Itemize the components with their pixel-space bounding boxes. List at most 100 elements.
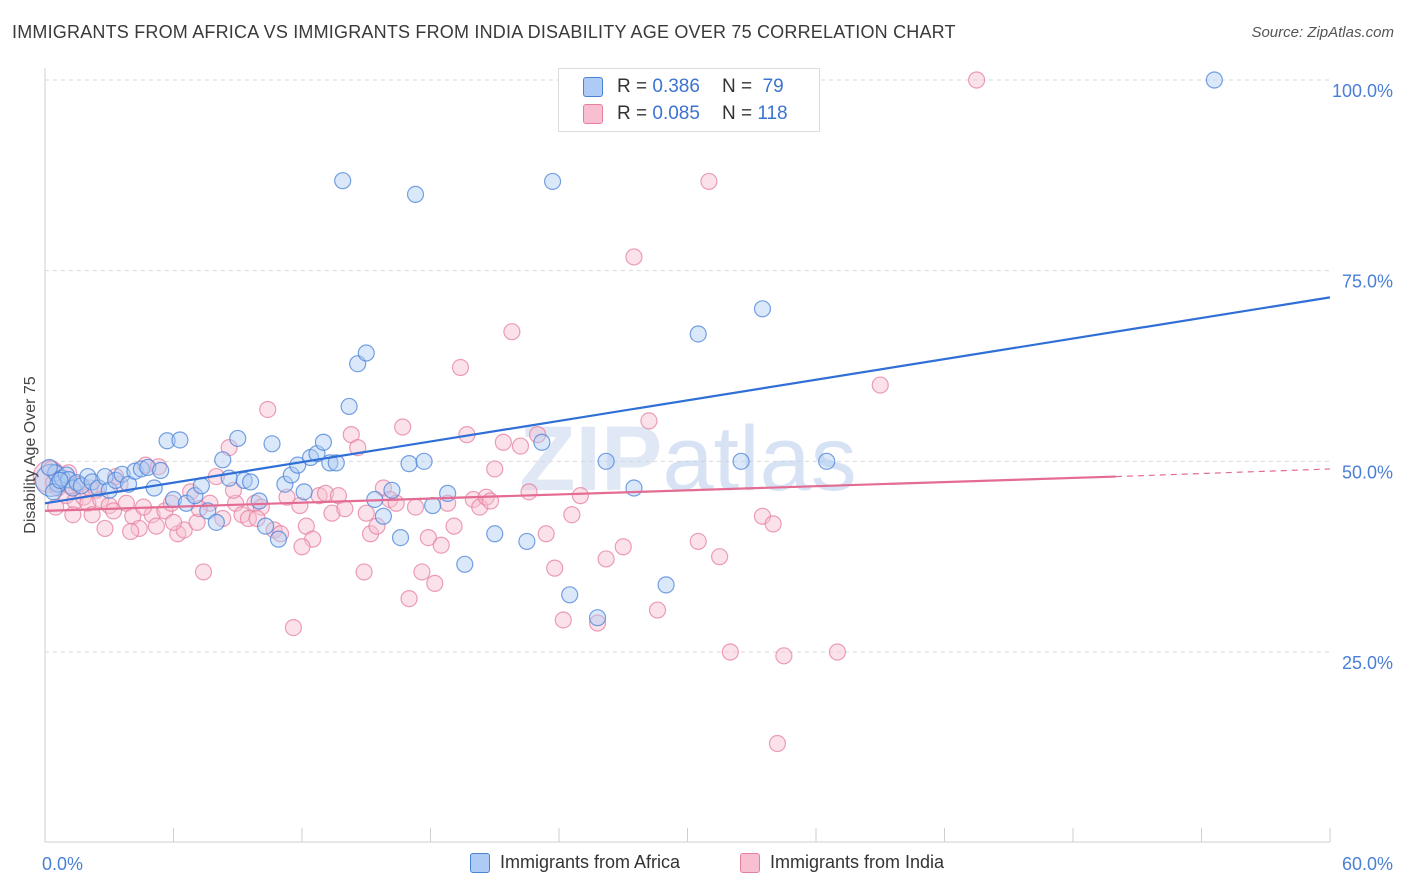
india-point[interactable] (278, 488, 296, 506)
africa-point[interactable] (72, 477, 91, 495)
india-point[interactable] (451, 358, 470, 377)
africa-point[interactable] (689, 325, 707, 343)
india-point[interactable] (689, 532, 707, 551)
legend-item-africa[interactable]: Immigrants from Africa (470, 852, 680, 873)
africa-point[interactable] (83, 473, 101, 491)
africa-point[interactable] (383, 481, 401, 499)
africa-point[interactable] (282, 466, 300, 484)
india-point[interactable] (284, 618, 303, 637)
africa-point[interactable] (561, 586, 579, 604)
india-point[interactable] (394, 418, 412, 436)
africa-point[interactable] (818, 452, 836, 470)
africa-point[interactable] (256, 517, 275, 535)
africa-point[interactable] (597, 452, 615, 470)
india-point[interactable] (711, 548, 729, 566)
africa-point[interactable] (657, 576, 675, 594)
africa-point[interactable] (214, 451, 232, 469)
africa-point[interactable] (1205, 71, 1223, 89)
africa-point[interactable] (314, 433, 333, 451)
africa-point[interactable] (543, 172, 562, 191)
africa-point[interactable] (152, 461, 170, 480)
india-point[interactable] (293, 538, 311, 556)
africa-point[interactable] (40, 458, 58, 477)
india-point[interactable] (355, 563, 373, 581)
africa-point[interactable] (391, 528, 410, 547)
india-point[interactable] (648, 601, 667, 619)
india-point[interactable] (563, 506, 581, 524)
india-point[interactable] (775, 647, 793, 665)
india-point[interactable] (494, 433, 512, 451)
india-point[interactable] (486, 460, 504, 478)
india-point[interactable] (546, 559, 564, 577)
india-point[interactable] (614, 538, 632, 556)
india-point[interactable] (764, 515, 782, 533)
africa-point[interactable] (400, 455, 418, 473)
india-point[interactable] (554, 611, 572, 629)
india-point[interactable] (413, 563, 431, 581)
africa-point[interactable] (753, 300, 772, 318)
africa-point[interactable] (132, 460, 150, 478)
india-point[interactable] (700, 172, 718, 191)
india-point[interactable] (122, 522, 140, 541)
africa-point[interactable] (374, 507, 392, 525)
india-point[interactable] (571, 487, 590, 505)
india-point[interactable] (104, 502, 123, 520)
africa-point[interactable] (486, 525, 504, 543)
africa-point[interactable] (456, 555, 474, 573)
india-point[interactable] (537, 525, 555, 543)
africa-point[interactable] (158, 432, 176, 450)
india-point[interactable] (432, 536, 450, 554)
africa-point[interactable] (327, 454, 345, 472)
india-point[interactable] (426, 574, 444, 592)
india-point[interactable] (520, 483, 538, 501)
india-point[interactable] (625, 248, 643, 266)
india-point[interactable] (83, 506, 101, 524)
india-point[interactable] (259, 400, 277, 419)
india-point[interactable] (323, 504, 341, 522)
africa-point[interactable] (186, 487, 204, 505)
india-point[interactable] (147, 517, 165, 535)
india-point[interactable] (419, 528, 437, 547)
africa-point[interactable] (250, 492, 268, 510)
india-point[interactable] (768, 734, 787, 753)
africa-point[interactable] (145, 479, 163, 497)
india-point[interactable] (968, 71, 986, 89)
india-point[interactable] (597, 550, 615, 568)
africa-point[interactable] (340, 397, 358, 416)
africa-point[interactable] (139, 458, 157, 477)
india-point[interactable] (640, 412, 658, 430)
legend-item-india[interactable]: Immigrants from India (740, 852, 944, 873)
india-point[interactable] (357, 504, 375, 522)
africa-point[interactable] (732, 452, 750, 470)
africa-point[interactable] (276, 475, 294, 493)
africa-point[interactable] (406, 185, 425, 203)
india-point[interactable] (406, 498, 425, 516)
africa-point[interactable] (96, 467, 114, 486)
africa-point[interactable] (113, 465, 131, 483)
africa-point[interactable] (207, 513, 225, 531)
africa-point[interactable] (533, 433, 551, 451)
india-point[interactable] (721, 643, 739, 661)
africa-point[interactable] (357, 344, 375, 362)
india-point[interactable] (96, 519, 114, 538)
africa-point[interactable] (171, 431, 189, 449)
india-point[interactable] (511, 437, 530, 455)
india-point[interactable] (368, 517, 386, 535)
africa-point[interactable] (295, 483, 313, 501)
africa-point[interactable] (51, 471, 69, 489)
africa-point[interactable] (625, 479, 643, 497)
africa-point[interactable] (263, 435, 281, 453)
africa-point[interactable] (334, 172, 352, 190)
india-point[interactable] (400, 590, 418, 608)
africa-point[interactable] (229, 429, 247, 448)
india-point[interactable] (336, 500, 354, 518)
india-point[interactable] (828, 643, 847, 661)
africa-point[interactable] (107, 471, 125, 489)
india-point[interactable] (503, 323, 521, 341)
india-point[interactable] (871, 376, 889, 394)
india-point[interactable] (588, 614, 607, 632)
india-point[interactable] (445, 517, 463, 535)
india-point[interactable] (188, 513, 206, 531)
africa-point[interactable] (242, 473, 260, 491)
india-point[interactable] (439, 494, 457, 512)
